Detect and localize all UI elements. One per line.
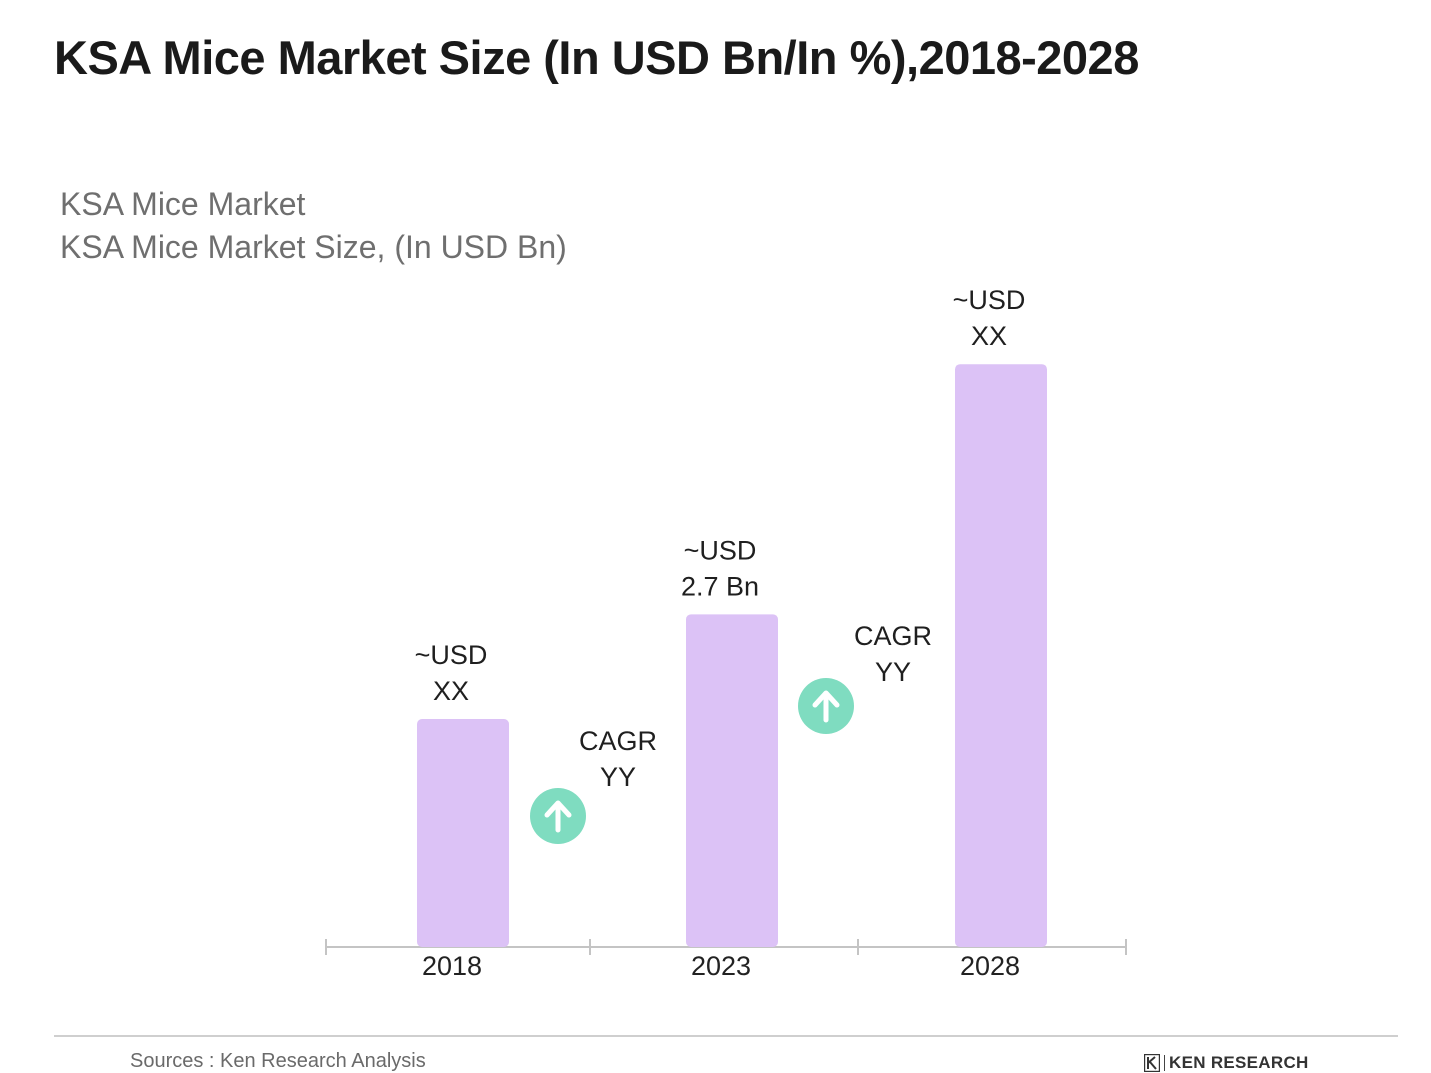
footer-divider (54, 1035, 1398, 1037)
cagr-label-1-line1: CAGR (579, 726, 657, 756)
x-tick-label-2023: 2023 (691, 951, 751, 981)
arrow-up-glyph (812, 690, 840, 723)
logo-separator (1164, 1055, 1165, 1071)
data-label-2023-line1: ~USD (684, 535, 757, 565)
source-note: Sources : Ken Research Analysis (130, 1050, 426, 1072)
cagr-label-1-line2: YY (600, 762, 636, 792)
data-label-2018-line1: ~USD (415, 640, 488, 670)
bar-2023 (686, 614, 778, 947)
bar-2028 (955, 364, 1047, 948)
x-tick-label-2018: 2018 (422, 951, 482, 981)
data-label-2028-line1: ~USD (953, 285, 1026, 315)
cagr-annotation-2 (798, 678, 854, 734)
cagr-label-2-line1: CAGR (854, 621, 932, 651)
ken-research-logo: KEN RESEARCH (1144, 1053, 1309, 1073)
cagr-annotation-1 (530, 788, 586, 844)
x-tick-label-2028: 2028 (960, 951, 1020, 981)
y-axis-label: KSA Mice Market Size, (In USD Bn) (60, 229, 567, 265)
chart-subtitle: KSA Mice Market (60, 186, 306, 222)
data-label-2028-line2: XX (971, 321, 1007, 351)
ken-research-logo-icon (1144, 1054, 1160, 1072)
data-label-2023-line2: 2.7 Bn (681, 571, 759, 601)
arrow-up-glyph (544, 800, 572, 833)
chart-title: KSA Mice Market Size (In USD Bn/In %),20… (54, 31, 1139, 84)
data-label-2018-line2: XX (433, 676, 469, 706)
bar-2018 (417, 719, 509, 947)
cagr-label-2-line2: YY (875, 657, 911, 687)
logo-text: KEN RESEARCH (1169, 1053, 1309, 1072)
